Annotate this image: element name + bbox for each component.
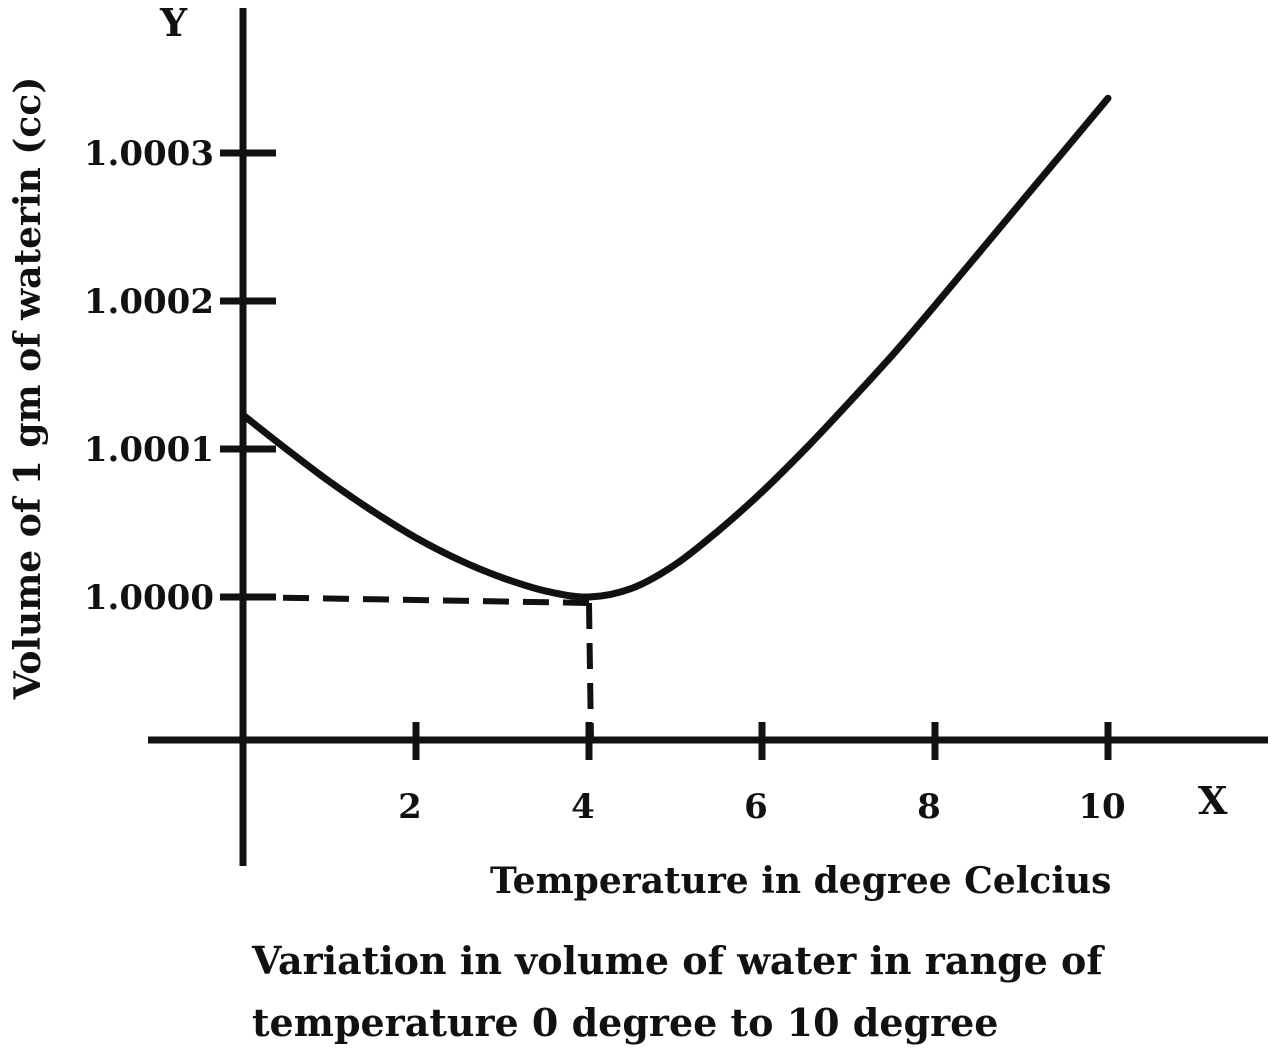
y-axis-letter: Y [159,0,188,45]
y-tick-label: 1.0003 [84,134,214,174]
y-axis-title: Volume of 1 gm of waterin (cc) [7,77,49,701]
x-tick-label: 6 [744,787,768,827]
min-guide-vertical [586,602,594,741]
x-tick-label: 2 [398,787,422,827]
y-tick-label: 1.0001 [84,430,214,470]
x-tick-label: 8 [917,787,941,827]
guides-layer [242,594,594,741]
labels-layer: 2 4 6 8 10 1.0000 1.0001 1.0002 1.0003 X Y Temperat… [7,0,1228,902]
y-tick-label: 1.0002 [84,282,214,322]
caption-line-1: Variation in volume of water in range of [252,938,1103,983]
x-axis-title: Temperature in degree Celcius [490,860,1111,902]
figure-caption: Variation in volume of water in range of… [252,930,1262,1054]
min-guide-horizontal [242,594,590,606]
x-tick-label: 10 [1078,787,1125,827]
y-tick-label: 1.0000 [84,578,214,618]
caption-line-2: temperature 0 degree to 10 degree [252,1000,999,1045]
series-layer [239,94,1112,601]
x-axis-letter: X [1198,778,1228,823]
volume-curve-line [239,94,1112,601]
axes-layer [148,8,1268,866]
x-tick-label: 4 [571,787,595,827]
